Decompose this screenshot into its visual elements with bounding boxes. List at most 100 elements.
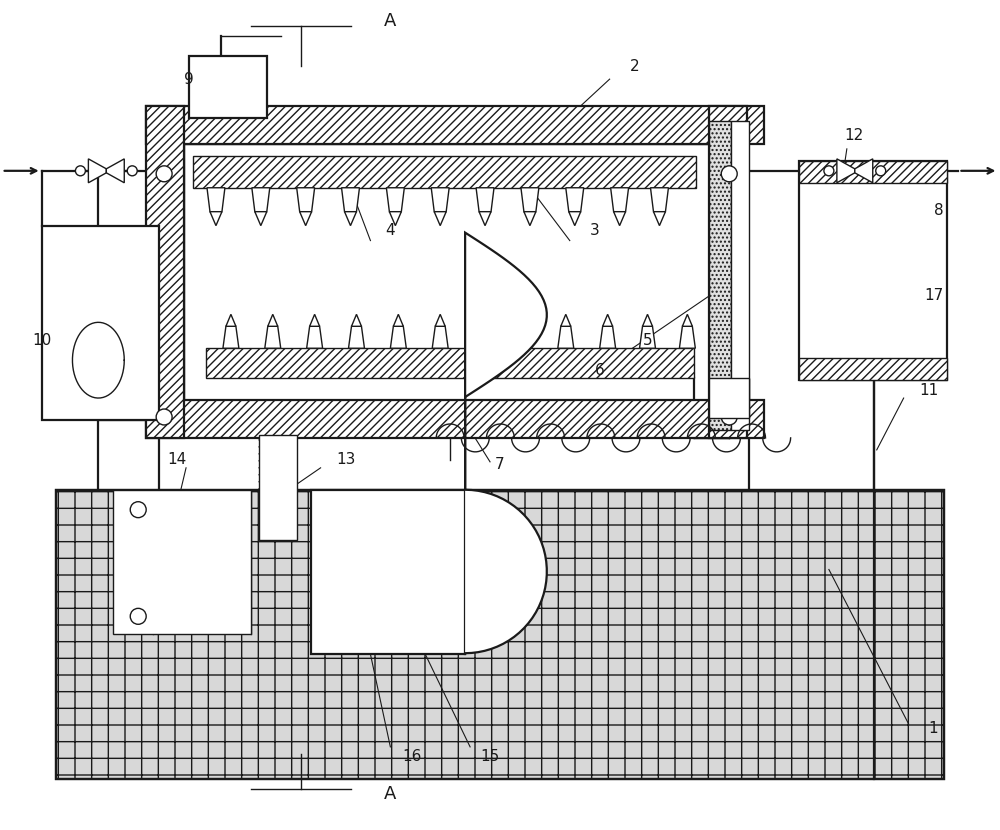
Bar (42, 226, 159, 420)
Polygon shape (643, 315, 652, 326)
Text: 2: 2 (630, 59, 639, 74)
Circle shape (127, 166, 137, 176)
Polygon shape (600, 326, 616, 349)
Polygon shape (223, 326, 239, 349)
Polygon shape (386, 188, 404, 212)
Text: 1: 1 (929, 721, 938, 736)
Polygon shape (465, 232, 547, 654)
Circle shape (156, 166, 172, 182)
Polygon shape (566, 188, 584, 212)
Polygon shape (207, 188, 225, 212)
Polygon shape (390, 326, 406, 349)
Text: 14: 14 (167, 452, 187, 467)
Polygon shape (524, 212, 536, 226)
Text: A: A (384, 784, 397, 803)
Polygon shape (252, 188, 270, 212)
Polygon shape (611, 188, 629, 212)
Bar (311, 490, 465, 654)
Polygon shape (226, 315, 236, 326)
Text: 5: 5 (643, 333, 652, 348)
Text: 4: 4 (386, 223, 395, 238)
Bar (184, 144, 709, 400)
Text: 9: 9 (184, 71, 194, 86)
Bar (56, 490, 944, 779)
Polygon shape (474, 326, 490, 349)
Bar (799, 161, 947, 183)
Bar (189, 56, 267, 118)
Text: 6: 6 (595, 363, 605, 378)
Circle shape (876, 166, 886, 176)
Polygon shape (349, 326, 364, 349)
Text: 11: 11 (919, 383, 938, 398)
Polygon shape (855, 159, 873, 183)
Text: 12: 12 (844, 129, 863, 144)
Polygon shape (297, 188, 315, 212)
Polygon shape (519, 315, 529, 326)
Polygon shape (521, 188, 539, 212)
Polygon shape (351, 315, 361, 326)
Polygon shape (837, 159, 855, 183)
Bar (146, 106, 764, 144)
Polygon shape (342, 188, 359, 212)
Polygon shape (465, 490, 547, 654)
Polygon shape (268, 315, 278, 326)
Text: 3: 3 (590, 223, 600, 238)
Circle shape (721, 166, 737, 182)
Text: 17: 17 (924, 288, 943, 303)
Text: A: A (384, 12, 397, 31)
Polygon shape (435, 315, 445, 326)
Polygon shape (476, 188, 494, 212)
Polygon shape (477, 315, 487, 326)
Polygon shape (393, 315, 403, 326)
Bar (709, 121, 731, 430)
Polygon shape (603, 315, 613, 326)
Polygon shape (432, 326, 448, 349)
Circle shape (721, 409, 737, 425)
Polygon shape (310, 315, 320, 326)
Polygon shape (561, 315, 571, 326)
Polygon shape (569, 212, 581, 226)
Polygon shape (434, 212, 446, 226)
Polygon shape (516, 326, 532, 349)
Polygon shape (345, 212, 356, 226)
Polygon shape (650, 188, 668, 212)
Bar (259, 435, 297, 540)
Polygon shape (88, 159, 106, 183)
Bar (193, 156, 696, 188)
Polygon shape (106, 159, 124, 183)
Polygon shape (682, 315, 692, 326)
Polygon shape (653, 212, 665, 226)
Polygon shape (389, 212, 401, 226)
Bar (146, 400, 764, 438)
Text: 16: 16 (403, 749, 422, 764)
Text: 10: 10 (32, 333, 51, 348)
Polygon shape (679, 326, 695, 349)
Bar (146, 106, 184, 438)
Circle shape (75, 166, 85, 176)
Bar (799, 161, 947, 380)
Text: 13: 13 (336, 452, 355, 467)
Polygon shape (479, 212, 491, 226)
Bar (709, 378, 749, 418)
Polygon shape (640, 326, 655, 349)
Polygon shape (210, 212, 222, 226)
Polygon shape (558, 326, 574, 349)
Polygon shape (255, 212, 267, 226)
Polygon shape (614, 212, 626, 226)
Circle shape (824, 166, 834, 176)
Bar (113, 490, 251, 634)
Text: 7: 7 (495, 457, 505, 472)
Circle shape (156, 409, 172, 425)
Bar (206, 349, 694, 378)
Bar (731, 121, 749, 430)
Bar (56, 490, 944, 779)
Text: 8: 8 (934, 203, 943, 218)
Polygon shape (265, 326, 281, 349)
Bar (799, 359, 947, 380)
Bar (709, 106, 747, 438)
Polygon shape (300, 212, 312, 226)
Circle shape (130, 501, 146, 518)
Polygon shape (431, 188, 449, 212)
Polygon shape (307, 326, 323, 349)
Text: 15: 15 (480, 749, 500, 764)
